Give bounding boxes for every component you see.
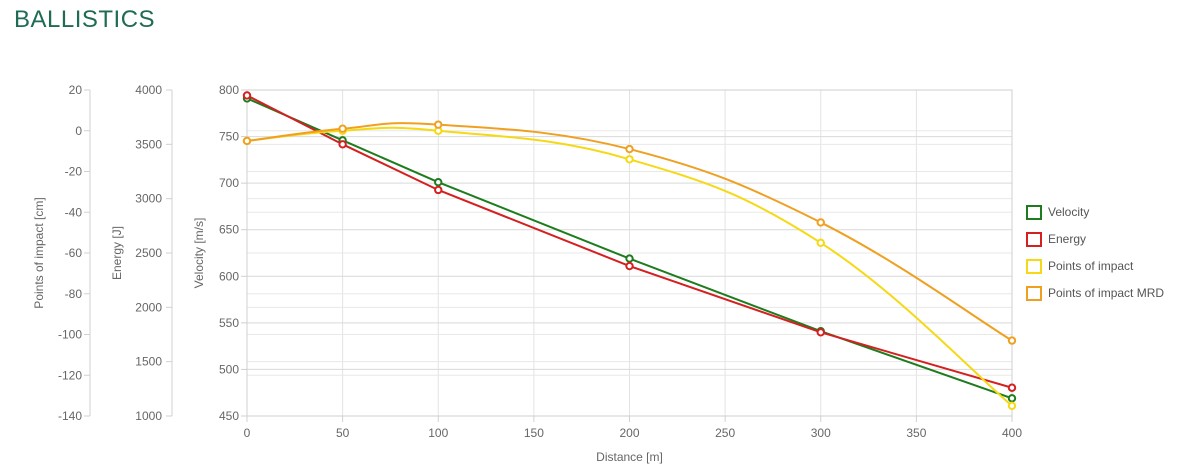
data-point-energy[interactable] xyxy=(1007,383,1017,392)
energy-tick-label: 2500 xyxy=(135,246,162,260)
legend-swatch xyxy=(1026,259,1042,274)
poi-axis-title: Points of impact [cm] xyxy=(32,197,46,308)
x-axis-title: Distance [m] xyxy=(596,450,663,464)
legend-item-velocity[interactable]: Velocity xyxy=(1026,205,1089,220)
x-tick-label: 150 xyxy=(524,426,544,440)
energy-tick-label: 4000 xyxy=(135,83,162,97)
x-tick-label: 200 xyxy=(619,426,639,440)
legend-label: Points of impact xyxy=(1048,259,1134,273)
legend-label: Energy xyxy=(1048,232,1086,246)
x-tick-label: 0 xyxy=(244,426,251,440)
data-point-energy[interactable] xyxy=(338,140,347,149)
data-point-points-of-impact-mrd[interactable] xyxy=(242,136,252,146)
data-point-points-of-impact[interactable] xyxy=(625,155,634,164)
energy-tick-label: 3500 xyxy=(135,137,162,151)
velocity-axis-title: Velocity [m/s] xyxy=(192,218,206,289)
legend-item-points-of-impact-mrd[interactable]: Points of impact MRD xyxy=(1026,286,1164,301)
x-tick-label: 50 xyxy=(336,426,350,440)
data-point-velocity[interactable] xyxy=(625,254,634,263)
grid-lines xyxy=(246,89,1013,417)
legend-label: Velocity xyxy=(1048,205,1089,219)
poi-tick-label: -80 xyxy=(65,287,83,301)
data-point-points-of-impact[interactable] xyxy=(816,238,825,248)
legend-swatch xyxy=(1026,286,1042,301)
x-tick-label: 100 xyxy=(428,426,448,440)
x-tick-label: 400 xyxy=(1002,426,1022,440)
velocity-tick-label: 800 xyxy=(219,83,239,97)
data-point-points-of-impact-mrd[interactable] xyxy=(434,120,443,129)
energy-tick-label: 1000 xyxy=(135,409,162,423)
velocity-tick-label: 450 xyxy=(219,409,239,423)
energy-axis-title: Energy [J] xyxy=(110,226,124,280)
data-point-points-of-impact[interactable] xyxy=(1007,401,1017,411)
velocity-tick-label: 500 xyxy=(219,362,239,376)
velocity-tick-label: 700 xyxy=(219,176,239,190)
series-line-energy xyxy=(246,94,1013,389)
legend-item-energy[interactable]: Energy xyxy=(1026,232,1086,247)
legend-swatch xyxy=(1026,232,1042,247)
velocity-tick-label: 650 xyxy=(219,223,239,237)
data-point-points-of-impact-mrd[interactable] xyxy=(625,144,634,154)
data-point-velocity[interactable] xyxy=(1007,394,1017,403)
poi-tick-label: -40 xyxy=(65,205,83,219)
data-point-energy[interactable] xyxy=(434,185,443,195)
page-title: BALLISTICS xyxy=(14,6,156,33)
x-tick-label: 300 xyxy=(811,426,831,440)
poi-tick-label: 0 xyxy=(75,124,82,138)
data-point-points-of-impact-mrd[interactable] xyxy=(338,124,347,133)
poi-tick-label: -60 xyxy=(65,246,83,260)
energy-tick-label: 2000 xyxy=(135,300,162,314)
x-tick-label: 350 xyxy=(906,426,926,440)
legend-label: Points of impact MRD xyxy=(1048,286,1164,300)
energy-tick-label: 3000 xyxy=(135,192,162,206)
data-point-points-of-impact-mrd[interactable] xyxy=(1007,336,1017,345)
velocity-tick-label: 550 xyxy=(219,316,239,330)
poi-tick-label: -140 xyxy=(58,409,82,423)
legend-item-points-of-impact[interactable]: Points of impact xyxy=(1026,259,1134,274)
data-point-points-of-impact-mrd[interactable] xyxy=(816,218,825,227)
series-lines xyxy=(242,91,1017,411)
poi-tick-label: 20 xyxy=(69,83,83,97)
data-point-velocity[interactable] xyxy=(434,178,443,187)
poi-tick-label: -120 xyxy=(58,368,82,382)
velocity-tick-label: 600 xyxy=(219,269,239,283)
data-point-energy[interactable] xyxy=(625,261,634,271)
legend: Velocity Energy Points of impact Points of … xyxy=(1026,205,1164,301)
x-tick-label: 250 xyxy=(715,426,735,440)
data-point-energy[interactable] xyxy=(242,91,252,100)
energy-tick-label: 1500 xyxy=(135,355,162,369)
poi-tick-label: -100 xyxy=(58,328,82,342)
velocity-tick-label: 750 xyxy=(219,130,239,144)
poi-tick-label: -20 xyxy=(65,165,83,179)
data-point-energy[interactable] xyxy=(816,328,825,337)
legend-swatch xyxy=(1026,205,1042,220)
